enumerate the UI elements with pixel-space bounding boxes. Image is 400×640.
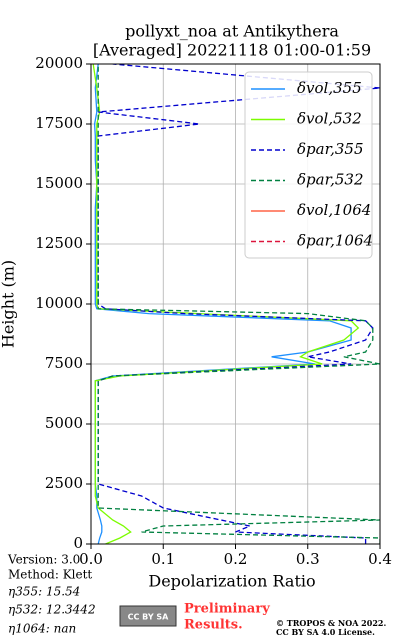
y-tick-label: 2500 [45, 474, 83, 492]
y-tick-label: 15000 [35, 174, 83, 192]
info: η532: 12.3442 [8, 603, 96, 617]
legend-label: δvol,532 [297, 110, 362, 128]
logo: CC BY SA [128, 613, 170, 622]
x-tick-label: 0.3 [296, 550, 320, 568]
series-line [92, 64, 360, 544]
y-tick-label: 7500 [45, 354, 83, 372]
legend-label: δpar,1064 [297, 232, 373, 250]
y-tick-label: 10000 [35, 294, 83, 312]
legend-label: δvol,355 [297, 79, 362, 97]
y-tick-label: 12500 [35, 234, 83, 252]
logo-box [119, 605, 177, 627]
legend-label: δpar,355 [297, 140, 364, 158]
y-tick-label: 17500 [35, 114, 83, 132]
info: η1064: nan [8, 622, 76, 636]
legend-box [244, 71, 373, 259]
series-line [97, 64, 380, 544]
preliminary: Preliminary [184, 602, 270, 617]
legend-label: δvol,1064 [297, 201, 371, 219]
chart-title: pollyxt_noa at Antikythera [125, 22, 339, 41]
x-tick-label: 0.2 [224, 550, 248, 568]
y-tick-label: 5000 [45, 414, 83, 432]
y-tick-label: 0 [73, 534, 83, 552]
y-tick-label: 20000 [35, 54, 83, 72]
info: Method: Klett [8, 568, 92, 582]
copyright: CC BY SA 4.0 License. [276, 627, 375, 637]
x-tick-label: 0.1 [151, 550, 175, 568]
x-axis-label: Depolarization Ratio [148, 572, 315, 591]
legend-label: δpar,532 [297, 171, 364, 189]
info: η355: 15.54 [8, 585, 80, 599]
x-tick-label: 0.4 [368, 550, 392, 568]
y-axis-label: Height (m) [0, 260, 18, 348]
copyright: © TROPOS & NOA 2022. [276, 618, 386, 628]
x-tick-label: 0.0 [79, 550, 103, 568]
plot-frame [90, 63, 381, 545]
chart-subtitle: [Averaged] 20221118 01:00-01:59 [93, 41, 371, 60]
info: Version: 3.0 [7, 553, 80, 567]
preliminary: Results. [184, 618, 243, 633]
